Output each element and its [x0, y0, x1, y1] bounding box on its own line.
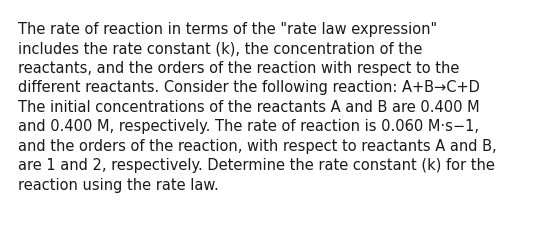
Text: and 0.400 M, respectively. The rate of reaction is 0.060 M·s−1,: and 0.400 M, respectively. The rate of r… [18, 119, 479, 134]
Text: The initial concentrations of the reactants A and B are 0.400 M: The initial concentrations of the reacta… [18, 100, 480, 114]
Text: different reactants. Consider the following reaction: A+B→C+D: different reactants. Consider the follow… [18, 80, 480, 95]
Text: and the orders of the reaction, with respect to reactants A and B,: and the orders of the reaction, with res… [18, 138, 497, 153]
Text: includes the rate constant (k), the concentration of the: includes the rate constant (k), the conc… [18, 41, 422, 56]
Text: The rate of reaction in terms of the "rate law expression": The rate of reaction in terms of the "ra… [18, 22, 437, 37]
Text: reaction using the rate law.: reaction using the rate law. [18, 177, 219, 192]
Text: reactants, and the orders of the reaction with respect to the: reactants, and the orders of the reactio… [18, 61, 459, 76]
Text: are 1 and 2, respectively. Determine the rate constant (k) for the: are 1 and 2, respectively. Determine the… [18, 158, 495, 173]
